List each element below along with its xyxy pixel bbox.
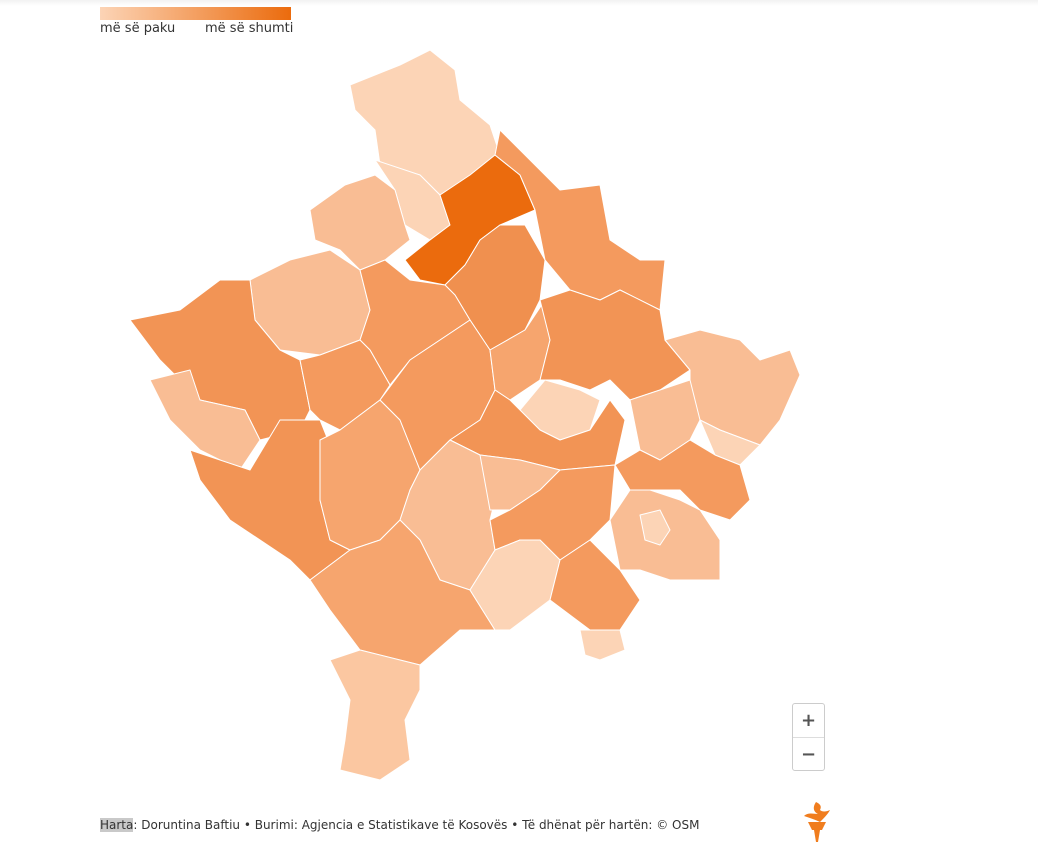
region[interactable]: [309, 174, 411, 271]
region[interactable]: [329, 649, 421, 781]
logo[interactable]: [800, 800, 834, 844]
region[interactable]: [299, 339, 391, 431]
zoom-in-button[interactable]: +: [800, 710, 817, 731]
region[interactable]: [639, 509, 671, 546]
legend-gradient: [100, 7, 291, 20]
legend-min-label: më së paku: [100, 21, 176, 36]
map: [129, 49, 801, 781]
zoom-control: + −: [792, 703, 825, 771]
legend-max-label: më së shumti: [205, 21, 294, 36]
credit-text: : Doruntina Baftiu • Burimi: Agjencia e …: [133, 818, 700, 832]
credit-label: Harta: [100, 818, 134, 832]
region[interactable]: [149, 369, 261, 471]
top-bar: [0, 0, 1038, 6]
zoom-out-button[interactable]: −: [793, 737, 824, 771]
region[interactable]: [699, 419, 761, 466]
footer: Harta: Doruntina Baftiu • Burimi: Agjenc…: [100, 818, 699, 832]
municipalities: [129, 49, 801, 781]
region[interactable]: [539, 289, 691, 401]
region[interactable]: [579, 629, 626, 661]
